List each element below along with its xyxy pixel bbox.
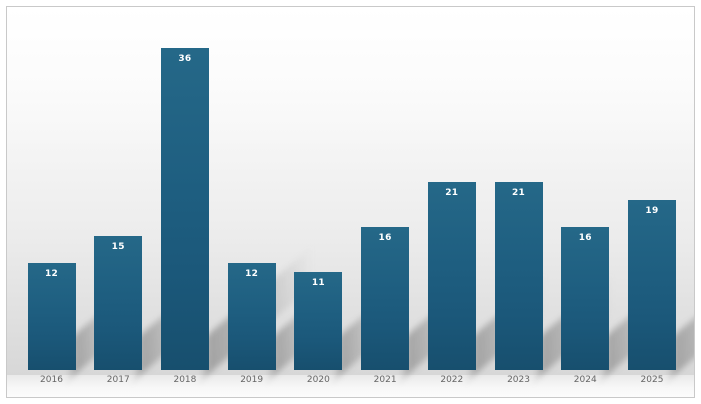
category-label-2020: 2020 — [306, 375, 330, 385]
bar-value-label: 16 — [578, 233, 592, 243]
category-label-2022: 2022 — [440, 375, 464, 385]
bar-2020[interactable]: 11 — [294, 272, 343, 370]
bar-2022[interactable]: 21 — [427, 182, 476, 370]
bar-2025[interactable]: 19 — [627, 200, 676, 370]
bar-2019[interactable]: 12 — [227, 263, 276, 370]
bar-2024[interactable]: 16 — [561, 227, 610, 370]
bar-value-label: 21 — [511, 188, 526, 198]
category-axis-background — [7, 375, 694, 397]
category-label-2024: 2024 — [573, 375, 597, 385]
bar-2023[interactable]: 21 — [494, 182, 543, 370]
bar-value-label: 36 — [178, 54, 192, 64]
bar-2018[interactable]: 36 — [160, 48, 209, 370]
bar-value-label: 15 — [111, 242, 125, 252]
bar-value-label: 12 — [245, 269, 259, 279]
bar-value-label: 21 — [445, 188, 459, 198]
bar-value-label: 12 — [44, 269, 59, 279]
category-label-2017: 2017 — [106, 375, 130, 385]
bar-2017[interactable]: 15 — [94, 236, 143, 370]
category-label-2023: 2023 — [507, 375, 530, 385]
bar-2016[interactable]: 12 — [27, 263, 76, 370]
chart-frame: 12 2016 15 2017 36 2018 12 2019 11 2020 16 2021 21 20… — [6, 6, 695, 398]
category-label-2025: 2025 — [640, 375, 664, 385]
category-label-2019: 2019 — [240, 375, 264, 385]
bar-value-label: 16 — [378, 233, 392, 243]
bar-value-label: 19 — [645, 206, 659, 216]
category-label-2021: 2021 — [373, 375, 397, 385]
category-label-2016: 2016 — [40, 375, 63, 385]
bar-value-label: 11 — [311, 278, 325, 288]
bar-2021[interactable]: 16 — [361, 227, 410, 370]
category-label-2018: 2018 — [173, 375, 197, 385]
